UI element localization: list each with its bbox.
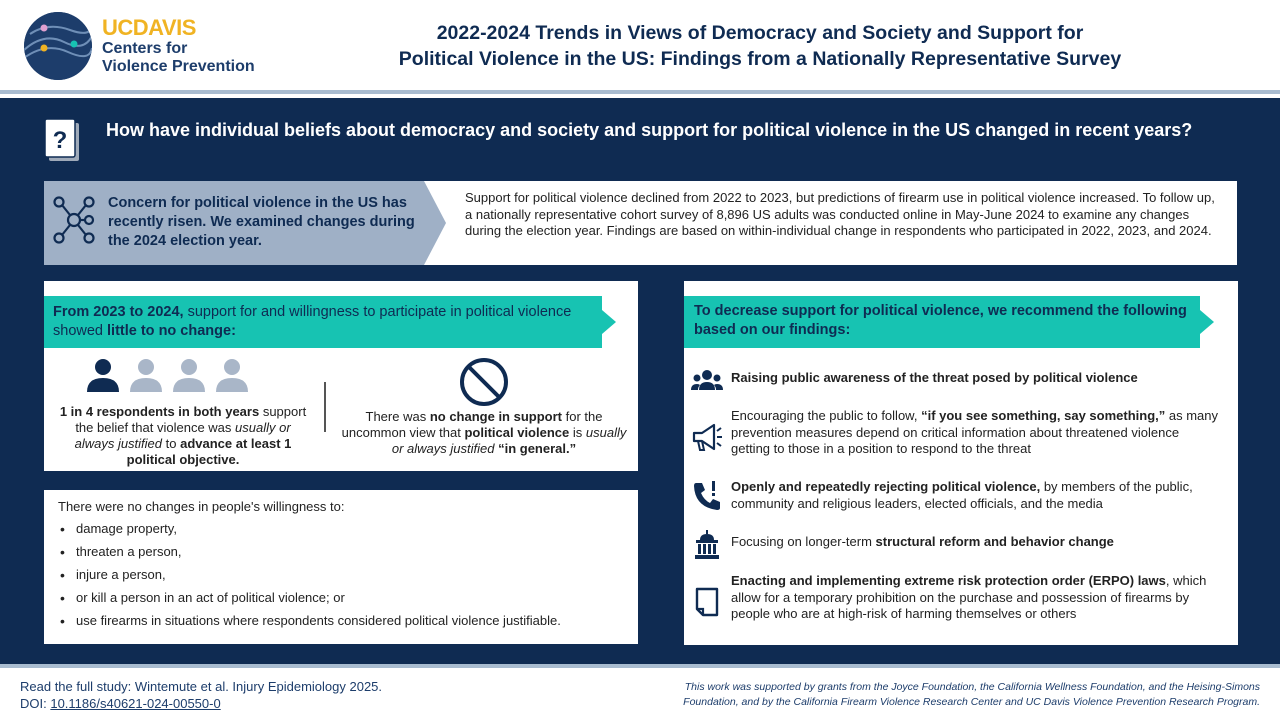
recommendation-say-something: Encouraging the public to follow, “if yo…	[690, 408, 1230, 460]
list-item: injure a person,	[58, 567, 628, 590]
findings-heading-bold-2: little to no change:	[107, 323, 236, 339]
doi-label: DOI:	[20, 696, 51, 711]
person-icon-highlight	[87, 359, 119, 392]
willingness-list: damage property, threaten a person, inju…	[58, 521, 628, 636]
stat-right-bold: no change in support	[429, 409, 562, 424]
recommendation-text-part: as many prevention measures depend on cr…	[731, 408, 1218, 456]
stat-no-change: There was no change in support for the u…	[336, 409, 632, 457]
stat-right-text-2: for the uncommon view that	[341, 409, 603, 440]
doi-line: DOI: 10.1186/s40621-024-00550-0	[20, 695, 382, 712]
recommendation-text-part: by members of the public, community and …	[731, 479, 1193, 511]
recommendations-heading-bar	[684, 296, 1200, 348]
recommendation-erpo: Enacting and implementing extreme risk p…	[690, 573, 1230, 625]
document-icon	[695, 587, 719, 617]
person-icon	[130, 359, 162, 392]
recommendation-bold: Enacting and implementing extreme risk p…	[731, 573, 1166, 588]
divider	[324, 382, 326, 432]
stat-left-italic: usually or always justified	[74, 420, 291, 451]
recommendation-text-part: Encouraging the public to follow,	[731, 408, 922, 423]
megaphone-icon	[692, 423, 722, 451]
logo-brand: UCDAVIS	[102, 15, 196, 40]
person-icon	[216, 359, 248, 392]
footer	[0, 664, 1280, 720]
svg-text:?: ?	[53, 127, 68, 154]
question-text: How have individual beliefs about democr…	[106, 120, 1193, 140]
stat-right-bold-3: “in general.”	[498, 441, 577, 456]
recommendation-awareness: Raising public awareness of the threat p…	[690, 366, 1230, 392]
list-item: threaten a person,	[58, 544, 628, 567]
stat-left-text-2: to	[162, 436, 181, 451]
intro-summary-text: Support for political violence declined …	[465, 190, 1215, 238]
logo-text: UCDAVIS Centers for Violence Prevention	[102, 16, 255, 76]
network-icon	[52, 194, 96, 246]
group-icon	[691, 370, 723, 390]
footer-citation: Read the full study: Wintemute et al. In…	[20, 678, 382, 712]
findings-heading-bar	[44, 296, 602, 348]
government-building-icon	[695, 530, 719, 559]
recommendation-text: Focusing on longer-term structural refor…	[731, 534, 1221, 551]
recommendation-text: Encouraging the public to follow, “if yo…	[731, 408, 1221, 458]
willingness-intro: There were no changes in people's willin…	[58, 499, 345, 514]
funding-line-2: Foundation, and by the California Firear…	[683, 696, 1260, 708]
stat-left-text: support the belief that violence was	[75, 404, 307, 435]
funding-line-1: This work was supported by grants from t…	[684, 681, 1260, 693]
recommendation-text: Enacting and implementing extreme risk p…	[731, 573, 1221, 623]
no-change-icon	[458, 356, 510, 408]
stat-right-text-3: is	[569, 425, 586, 440]
stat-right-bold-2: political violence	[464, 425, 570, 440]
findings-heading-arrow	[602, 310, 616, 334]
recommendation-text: Raising public awareness of the threat p…	[731, 370, 1221, 387]
intro-highlight-text: Concern for political violence in the US…	[108, 195, 415, 249]
stat-left-bold-2: advance at least 1 political objective.	[126, 436, 292, 467]
recommendation-structural-reform: Focusing on longer-term structural refor…	[690, 528, 1230, 559]
intro-arrow	[424, 181, 446, 265]
stat-right-italic: usually or always justified	[391, 425, 627, 456]
logo-line-1: Centers for	[102, 40, 188, 57]
stat-right-text: There was	[365, 409, 430, 424]
stat-one-in-four: 1 in 4 respondents in both years support…	[56, 404, 310, 468]
stat-left-bold: 1 in 4 respondents in both years	[59, 404, 260, 419]
intro-highlight-box	[44, 181, 424, 265]
findings-heading-mid: support for and willingness to participa…	[53, 304, 572, 339]
recommendations-heading-arrow	[1200, 310, 1214, 334]
intro-summary-box	[424, 181, 1237, 265]
findings-heading: From 2023 to 2024, support for and willi…	[53, 303, 601, 341]
list-item: or kill a person in an act of political …	[58, 590, 628, 613]
header: UCDAVIS Centers for Violence Prevention …	[0, 0, 1280, 94]
recommendation-text-part: Focusing on longer-term	[731, 534, 876, 549]
recommendation-text: Openly and repeatedly rejecting politica…	[731, 479, 1221, 512]
people-graphic	[86, 358, 256, 394]
recommendation-reject-violence: Openly and repeatedly rejecting politica…	[690, 479, 1230, 515]
question-icon: ?	[44, 118, 82, 164]
logo-line-2: Violence Prevention	[102, 58, 255, 75]
list-item: damage property,	[58, 521, 628, 544]
person-icon	[173, 359, 205, 392]
list-item: use firearms in situations where respond…	[58, 613, 628, 636]
recommendation-bold: “if you see something, say something,”	[921, 408, 1166, 423]
question-row: ? How have individual beliefs about demo…	[44, 116, 1244, 172]
page-title: 2022-2024 Trends in Views of Democracy a…	[320, 20, 1200, 72]
recommendation-bold: Raising public awareness of the threat p…	[731, 370, 1138, 385]
recommendation-text-part: , which allow for a temporary prohibitio…	[731, 573, 1207, 621]
findings-heading-bold-1: From 2023 to 2024,	[53, 304, 184, 320]
recommendation-bold: Openly and repeatedly rejecting politica…	[731, 479, 1041, 494]
recommendations-heading: To decrease support for political violen…	[694, 303, 1187, 338]
doi-link[interactable]: 10.1186/s40621-024-00550-0	[50, 696, 221, 711]
recommendation-bold: structural reform and behavior change	[875, 534, 1114, 549]
ucdavis-logo-icon	[24, 12, 92, 80]
study-citation: Read the full study: Wintemute et al. In…	[20, 679, 383, 694]
page-title-line-1: 2022-2024 Trends in Views of Democracy a…	[436, 22, 1084, 44]
funding-note: This work was supported by grants from t…	[600, 680, 1260, 710]
phone-alert-icon	[694, 481, 720, 510]
page-title-line-2: Political Violence in the US: Findings f…	[398, 48, 1122, 70]
